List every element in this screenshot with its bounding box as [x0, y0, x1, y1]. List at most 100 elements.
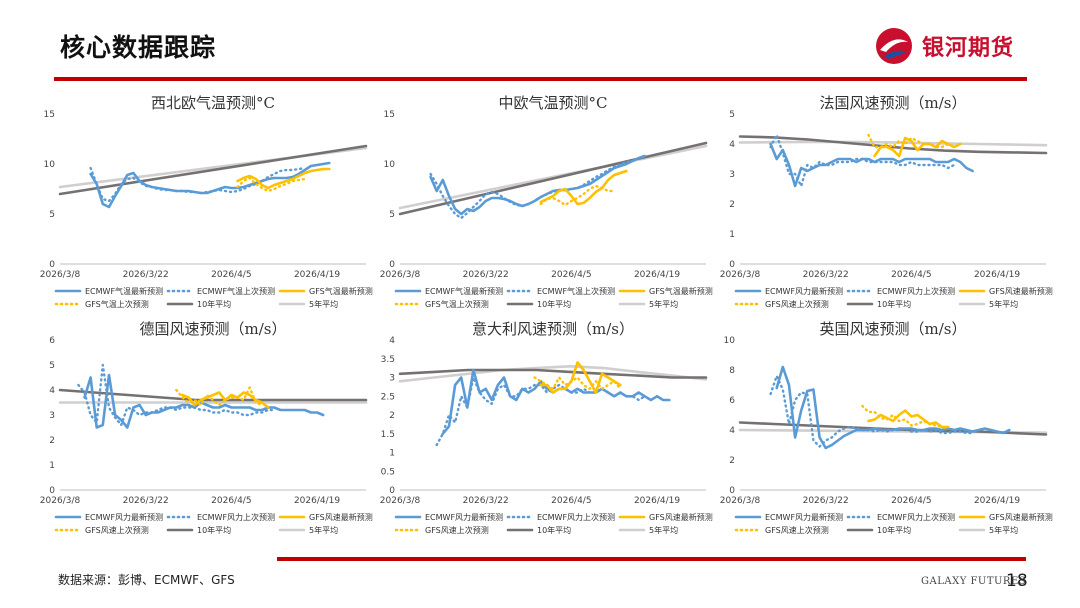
series-line-five-year-average: [398, 365, 708, 383]
legend-label-ten-year-average: 10年平均: [877, 299, 911, 309]
header-divider: [54, 77, 1027, 81]
legend-label-gfs-latest: GFS风速最新预测: [989, 286, 1053, 296]
logo-text: 银河期货: [922, 36, 1015, 61]
footer-divider: [277, 557, 1026, 561]
y-tick-label: 4: [729, 426, 735, 436]
chart-svg: 德国风速预测（m/s） 0 1 2 3 4 5 6 2026/3/8 2026/3/22 2026/…: [40, 320, 373, 535]
series-line-ten-year-average: [738, 135, 1048, 155]
legend-label-gfs-previous: GFS气温上次预测: [425, 299, 489, 309]
series-line-gfs-latest: [867, 409, 950, 429]
x-tick-label: 2026/3/8: [40, 496, 81, 506]
legend-label-ten-year-average: 10年平均: [537, 299, 571, 309]
x-tick-label: 2026/4/19: [634, 496, 680, 506]
x-tick-label: 2026/4/19: [294, 270, 340, 280]
y-tick-label: 2: [729, 456, 735, 466]
x-tick-label: 2026/4/5: [891, 496, 931, 506]
series-line-ecmwf-previous: [77, 363, 276, 427]
legend-label-ecmwf-previous: ECMWF风力上次预测: [197, 512, 275, 522]
chart-title: 英国风速预测（m/s）: [820, 320, 967, 338]
legend-label-ten-year-average: 10年平均: [197, 299, 231, 309]
series-line-gfs-previous: [861, 404, 950, 430]
y-tick-label: 2: [729, 200, 735, 210]
x-tick-label: 2026/4/19: [974, 270, 1020, 280]
series-line-gfs-latest: [539, 361, 622, 394]
legend-label-ecmwf-previous: ECMWF气温上次预测: [537, 286, 615, 296]
y-tick-label: 2: [49, 436, 55, 446]
series-line-ecmwf-latest: [769, 142, 974, 188]
x-tick-label: 2026/4/5: [891, 270, 931, 280]
chart-germany-wind-speed: 德国风速预测（m/s） 0 1 2 3 4 5 6 2026/3/8 2026/3/22 2026/…: [40, 318, 373, 536]
y-tick-label: 3: [729, 170, 735, 180]
brand-footer: GALAXY FUTURES: [921, 576, 1027, 587]
y-tick-label: 10: [44, 160, 56, 170]
series-line-ten-year-average: [398, 368, 708, 379]
legend-label-gfs-latest: GFS风速最新预测: [649, 512, 713, 522]
legend-label-ten-year-average: 10年平均: [877, 525, 911, 535]
page-number: 18: [1006, 571, 1028, 591]
data-source-note: 数据来源：彭博、ECMWF、GFS: [58, 573, 235, 587]
chart-svg: 中欧气温预测°C 0 5 10 15 2026/3/8 2026/3/22 2026/4/5 2…: [380, 94, 713, 309]
legend-label-five-year-average: 5年平均: [309, 525, 338, 535]
series-line-ecmwf-latest: [775, 365, 1011, 450]
chart-title: 西北欧气温预测°C: [151, 94, 275, 112]
legend-label-ten-year-average: 10年平均: [537, 525, 571, 535]
series-line-gfs-latest: [236, 167, 331, 190]
chart-central-europe-temperature: 中欧气温预测°C 0 5 10 15 2026/3/8 2026/3/22 2026/4/5 2…: [380, 92, 713, 310]
x-tick-label: 2026/3/8: [720, 270, 761, 280]
y-tick-label: 3: [389, 374, 395, 384]
legend-label-gfs-latest: GFS气温最新预测: [309, 286, 373, 296]
x-tick-label: 2026/3/8: [380, 496, 421, 506]
legend-label-five-year-average: 5年平均: [989, 525, 1018, 535]
chart-title: 意大利风速预测（m/s）: [472, 320, 634, 338]
chart-title: 中欧气温预测°C: [499, 94, 608, 112]
y-tick-label: 4: [49, 386, 55, 396]
y-tick-label: 8: [729, 366, 735, 376]
x-tick-label: 2026/4/5: [551, 496, 591, 506]
y-tick-label: 1: [49, 461, 55, 471]
y-tick-label: 15: [44, 110, 55, 120]
series-line-gfs-previous: [236, 176, 306, 193]
chart-svg: 英国风速预测（m/s） 0 2 4 6 8 10 2026/3/8 2026/3/22 2026/…: [720, 320, 1053, 535]
chart-italy-wind-speed: 意大利风速预测（m/s） 0 0.5 1 1.5 2 2.5 3 3.5 4 2026/3/8 202…: [380, 318, 713, 536]
y-tick-label: 0: [389, 486, 395, 496]
y-tick-label: 0: [729, 260, 735, 270]
legend-label-five-year-average: 5年平均: [649, 299, 678, 309]
x-tick-label: 2026/3/22: [803, 496, 849, 506]
legend-label-gfs-latest: GFS风速最新预测: [989, 512, 1053, 522]
legend-label-gfs-latest: GFS风速最新预测: [309, 512, 373, 522]
y-tick-label: 0: [729, 486, 735, 496]
legend-label-ecmwf-latest: ECMWF气温最新预测: [425, 286, 503, 296]
legend-label-five-year-average: 5年平均: [989, 299, 1018, 309]
chart-title: 德国风速预测（m/s）: [140, 320, 287, 338]
y-tick-label: 4: [389, 336, 395, 346]
legend-label-five-year-average: 5年平均: [649, 525, 678, 535]
x-tick-label: 2026/3/8: [380, 270, 421, 280]
series-line-ten-year-average: [398, 141, 708, 216]
y-tick-label: 2: [389, 411, 395, 421]
y-tick-label: 0: [49, 260, 55, 270]
x-tick-label: 2026/3/22: [463, 496, 509, 506]
legend-label-ecmwf-latest: ECMWF风力最新预测: [85, 512, 163, 522]
x-tick-label: 2026/3/22: [123, 270, 169, 280]
legend-label-gfs-previous: GFS风速上次预测: [765, 525, 829, 535]
y-tick-label: 2.5: [381, 392, 395, 402]
x-tick-label: 2026/3/8: [40, 270, 81, 280]
y-tick-label: 1: [389, 449, 395, 459]
legend-label-five-year-average: 5年平均: [309, 299, 338, 309]
legend-label-ecmwf-latest: ECMWF气温最新预测: [85, 286, 163, 296]
series-line-ecmwf-latest: [83, 373, 325, 429]
x-tick-label: 2026/4/5: [211, 496, 251, 506]
x-tick-label: 2026/4/19: [974, 496, 1020, 506]
legend-label-ecmwf-previous: ECMWF风力上次预测: [537, 512, 615, 522]
series-line-gfs-latest: [873, 136, 962, 158]
legend-label-ecmwf-latest: ECMWF风力最新预测: [765, 286, 843, 296]
y-tick-label: 1.5: [381, 430, 395, 440]
y-tick-label: 3: [49, 411, 55, 421]
legend-label-ecmwf-previous: ECMWF风力上次预测: [877, 512, 955, 522]
x-tick-label: 2026/3/22: [803, 270, 849, 280]
legend-label-ecmwf-latest: ECMWF风力最新预测: [425, 512, 503, 522]
legend-label-ten-year-average: 10年平均: [197, 525, 231, 535]
series-line-five-year-average: [738, 140, 1048, 147]
y-tick-label: 3.5: [381, 355, 395, 365]
legend-label-ecmwf-previous: ECMWF风力上次预测: [877, 286, 955, 296]
